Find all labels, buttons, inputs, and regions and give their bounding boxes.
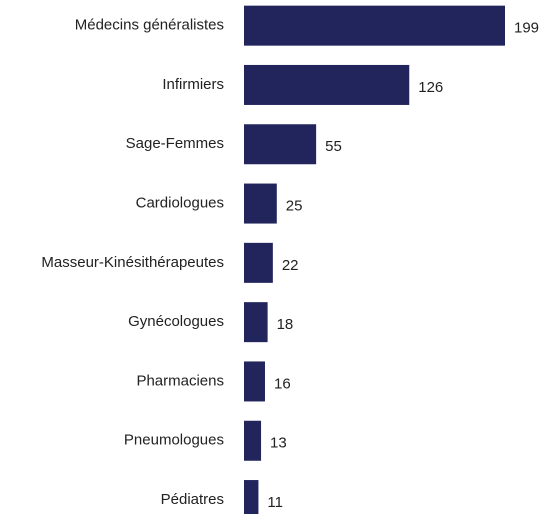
category-label: Gynécologues (128, 313, 224, 330)
category-label: Pédiatres (161, 491, 224, 508)
value-label: 16 (274, 375, 291, 392)
bar (244, 64, 410, 105)
bar (244, 480, 259, 514)
category-label: Pharmaciens (136, 372, 224, 389)
value-label: 13 (270, 435, 287, 452)
value-label: 22 (282, 257, 299, 274)
bar (244, 183, 277, 224)
value-label: 25 (286, 198, 303, 215)
category-label: Infirmiers (162, 76, 224, 93)
category-label: Sage-Femmes (126, 135, 224, 152)
value-label: 55 (325, 138, 342, 155)
bar (244, 242, 273, 283)
bar (244, 124, 317, 165)
category-label: Masseur-Kinésithérapeutes (41, 254, 224, 271)
category-label: Médecins généralistes (75, 17, 224, 34)
value-label: 126 (418, 79, 443, 96)
value-label: 18 (277, 316, 294, 333)
bar (244, 420, 262, 461)
bar (244, 361, 265, 402)
value-label: 11 (267, 494, 283, 511)
category-label: Cardiologues (136, 195, 224, 212)
bar (244, 5, 505, 46)
value-label: 199 (514, 20, 539, 37)
category-label: Pneumologues (124, 432, 224, 449)
bar (244, 302, 268, 343)
